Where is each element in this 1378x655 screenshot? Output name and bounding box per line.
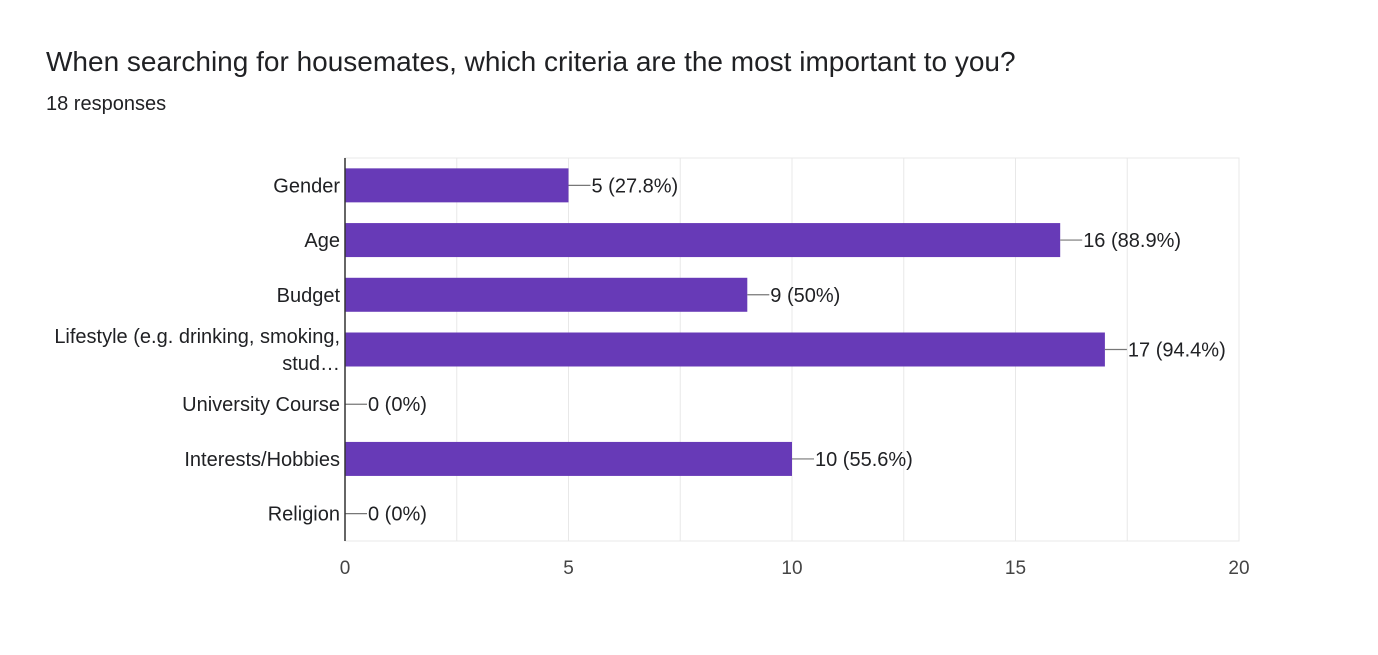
category-label: University Course <box>182 394 340 416</box>
category-label: Interests/Hobbies <box>184 449 340 471</box>
data-label: 17 (94.4%) <box>1128 340 1226 362</box>
category-label: Lifestyle (e.g. drinking, smoking, stud… <box>54 326 340 375</box>
x-tick-label: 0 <box>340 558 351 579</box>
x-tick-label: 5 <box>563 558 574 579</box>
response-count: 18 responses <box>46 93 167 115</box>
bar <box>345 332 1105 367</box>
x-tick-label: 10 <box>781 558 802 579</box>
data-label: 5 (27.8%) <box>592 175 679 197</box>
category-label: Gender <box>273 175 340 197</box>
bar <box>345 223 1061 258</box>
bar <box>345 277 748 312</box>
category-label: Religion <box>268 504 340 526</box>
data-label: 9 (50%) <box>770 285 840 307</box>
category-label: Age <box>304 230 340 252</box>
data-label: 16 (88.9%) <box>1083 230 1181 252</box>
x-tick-label: 20 <box>1228 558 1249 579</box>
category-label: Budget <box>277 285 341 307</box>
chart-title: When searching for housemates, which cri… <box>46 46 1016 77</box>
bar <box>345 441 792 476</box>
data-label: 0 (0%) <box>368 394 427 416</box>
data-label: 10 (55.6%) <box>815 449 913 471</box>
x-tick-label: 15 <box>1005 558 1026 579</box>
bar <box>345 168 569 203</box>
data-label: 0 (0%) <box>368 504 427 526</box>
